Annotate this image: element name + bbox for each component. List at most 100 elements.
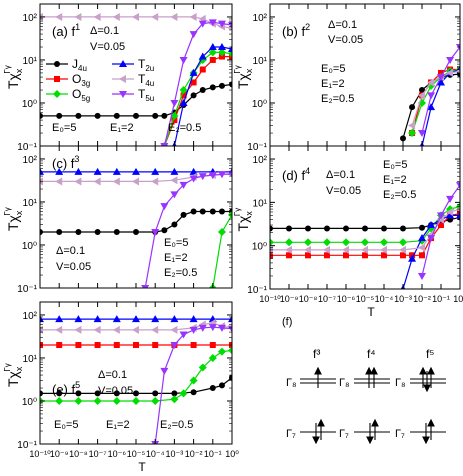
panel-f-heading-f3: f³ (313, 347, 320, 361)
data-point-J4u (229, 81, 232, 88)
param-text: V=0.05 (90, 41, 125, 53)
data-point-T5u (217, 324, 226, 332)
x-tick-label: 10⁻⁵ (127, 449, 146, 459)
x-tick-label: 10⁻⁹ (280, 294, 299, 304)
data-point-J4u (400, 225, 406, 232)
data-point-T2u (228, 44, 232, 52)
data-point-J4u (152, 112, 159, 119)
energy-text: E₂=0.5 (383, 189, 416, 201)
energy-text: E₁=2 (383, 174, 407, 186)
x-tick-label: 10⁻¹ (204, 449, 222, 459)
data-point-J4u (419, 87, 425, 94)
param-text: Δ=0.1 (328, 19, 357, 31)
gamma7-label-1: Γ₇ (286, 428, 296, 440)
data-point-O5g (270, 238, 274, 247)
data-point-T2u (55, 167, 64, 175)
y-tick-label: 10⁻¹ (17, 440, 37, 451)
data-point-T4u (399, 245, 406, 254)
panel-f-label: (f) (282, 316, 292, 328)
x-tick-label: 10⁰ (225, 449, 239, 459)
data-point-O3g (229, 53, 232, 60)
data-point-T4u (304, 245, 311, 254)
param-text: Δ=0.1 (98, 369, 127, 381)
data-point-T2u (427, 103, 436, 111)
data-point-J4u (286, 225, 292, 232)
y-tick-label: 10¹ (23, 198, 38, 209)
y-tick-label: 10¹ (23, 354, 38, 365)
panel-f-heading-f4: f⁴ (367, 347, 376, 361)
x-tick-label: 10⁻⁵ (356, 294, 375, 304)
data-point-J4u (218, 82, 225, 89)
data-point-T2u (40, 315, 44, 323)
data-point-T5u (208, 172, 217, 180)
data-point-T2u (151, 315, 160, 323)
x-tick-label: 10⁻¹ (432, 294, 450, 304)
data-point-O5g (208, 48, 217, 57)
data-point-T4u (151, 177, 159, 186)
y-tick-label: 10² (253, 13, 268, 24)
data-point-T2u (408, 254, 417, 262)
data-point-J4u (161, 112, 168, 119)
data-point-T4u (74, 177, 82, 186)
data-point-T5u (418, 130, 426, 138)
data-point-T2u (217, 43, 226, 51)
data-point-O5g (151, 396, 160, 405)
x-tick-label: 10⁻⁶ (108, 449, 127, 459)
data-point-J4u (324, 225, 330, 232)
data-point-J4u (409, 104, 416, 111)
data-point-J4u (270, 225, 273, 232)
data-point-T4u (55, 177, 63, 186)
data-point-O5g (408, 129, 417, 138)
panel-b: 10⁻¹ 10⁰ 10¹ 10² TχxΓγ (b) f2 Δ=0.1 V=0.05 E₀=5 E… (233, 3, 461, 153)
data-point-J4u (218, 208, 225, 215)
legend-marker-J4u (54, 61, 60, 67)
data-point-T2u (151, 167, 160, 175)
gamma8-label-3: Γ₈ (395, 377, 406, 389)
data-point-T4u (427, 78, 435, 87)
energy-text: E₀=5 (321, 63, 345, 75)
x-tick-label: 10⁻³ (166, 449, 184, 459)
data-point-T5u (160, 203, 169, 211)
data-point-T4u (437, 215, 444, 224)
data-point-O5g (179, 389, 188, 398)
data-point-O3g (218, 53, 225, 60)
gamma7-label-2: Γ₇ (339, 428, 349, 440)
data-point-J4u (133, 229, 139, 236)
data-point-O5g (285, 238, 293, 247)
data-point-T2u (446, 211, 455, 219)
data-point-O3g (171, 117, 178, 124)
data-point-J4u (113, 229, 120, 236)
data-point-O5g (74, 396, 83, 405)
y-axis-label: TχxΓγ (233, 65, 254, 89)
data-point-O5g (217, 48, 226, 57)
data-point-T5u (179, 181, 188, 189)
panel-a: 10⁻¹ 10⁰ 10¹ 10² TχxΓγ (a) f1 Δ=0.1 V=0.05 E₀=5 E… (3, 3, 233, 153)
x-tick-label: 10⁻⁴ (375, 294, 394, 304)
data-point-T4u (189, 12, 197, 21)
data-point-O5g (380, 238, 388, 247)
data-point-O3g (180, 92, 187, 99)
data-point-J4u (133, 112, 139, 119)
data-point-T5u (446, 56, 455, 64)
data-point-J4u (199, 87, 206, 94)
data-point-J4u (171, 221, 178, 228)
series-line-J4u (40, 210, 232, 233)
data-point-T5u (456, 182, 460, 190)
data-point-T2u (112, 315, 121, 323)
data-point-T5u (446, 195, 455, 203)
data-point-T4u (170, 176, 178, 185)
data-point-T4u (93, 177, 101, 186)
data-point-O3g (199, 66, 206, 73)
data-point-T4u (380, 245, 387, 254)
data-point-T4u (456, 68, 460, 74)
gamma8-label-1: Γ₈ (286, 377, 297, 389)
data-point-O3g (209, 56, 216, 63)
data-point-J4u (199, 208, 206, 215)
param-text: Δ=0.1 (56, 245, 85, 257)
series-group (40, 315, 232, 444)
data-point-J4u (362, 225, 368, 232)
gamma8-label-2: Γ₈ (339, 377, 350, 389)
data-point-O3g (419, 252, 425, 259)
legend-marker-T4u (119, 75, 126, 83)
